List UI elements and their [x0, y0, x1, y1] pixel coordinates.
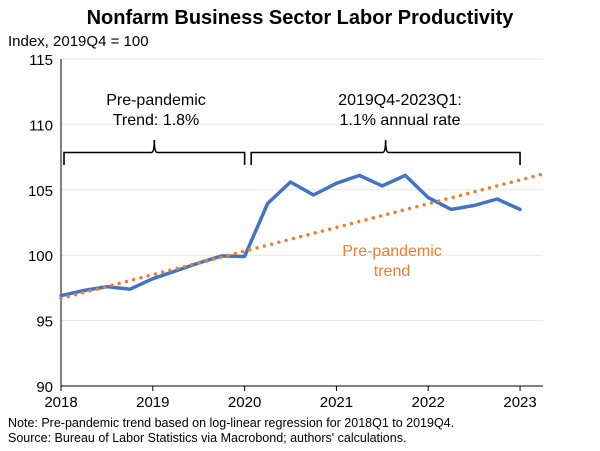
y-tick-label: 95: [36, 314, 53, 331]
trend-line: [59, 172, 545, 301]
brace: [250, 139, 521, 165]
series: [59, 172, 545, 301]
y-tick-label: 90: [36, 379, 53, 396]
note-line-2: Source: Bureau of Labor Statistics via M…: [8, 431, 406, 445]
y-axis-label: Index, 2019Q4 = 100: [8, 33, 149, 50]
y-tick-label: 105: [28, 183, 53, 200]
annotation-trend-label: trend: [374, 263, 410, 280]
annotation-recent-rate: 1.1% annual rate: [340, 112, 461, 129]
productivity-line: [59, 173, 522, 298]
annotation-pre-pandemic: Pre-pandemic: [106, 92, 206, 109]
note-line-1: Note: Pre-pandemic trend based on log-li…: [8, 416, 454, 430]
annotation-recent-rate: 2019Q4-2023Q1:: [338, 92, 462, 109]
x-tick-label: 2020: [228, 394, 261, 411]
y-tick-label: 100: [28, 248, 53, 265]
x-tick-label: 2022: [412, 394, 445, 411]
chart-title: Nonfarm Business Sector Labor Productivi…: [87, 7, 515, 29]
annotation-trend-label: Pre-pandemic: [342, 243, 442, 260]
y-tick-label: 110: [29, 117, 53, 134]
annotations: Pre-pandemic Trend: 1.8% 2019Q4-2023Q1: 1.1…: [63, 92, 521, 280]
brace: [63, 139, 246, 165]
y-tick-label: 115: [29, 52, 53, 69]
x-tick-label: 2021: [320, 394, 353, 411]
annotation-pre-pandemic: Trend: 1.8%: [113, 112, 200, 129]
axes: 90 95 100 105 110 115 2018 2019 2020 2021 2022 2023: [28, 52, 543, 411]
x-tick-label: 2018: [44, 394, 77, 411]
x-tick-label: 2023: [503, 394, 536, 411]
x-tick-label: 2019: [136, 394, 169, 411]
